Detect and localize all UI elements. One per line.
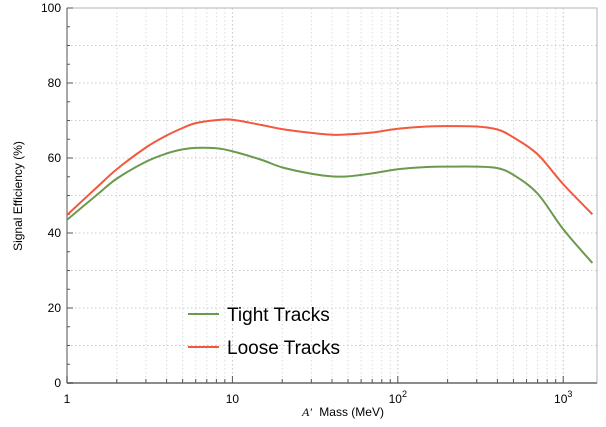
y-tick-label: 0 bbox=[54, 376, 61, 390]
x-tick-base: 10 bbox=[389, 392, 403, 406]
x-tick-base: 1 bbox=[64, 392, 71, 406]
x-axis-label: A' Mass (MeV) bbox=[301, 405, 384, 419]
y-tick-label: 100 bbox=[41, 1, 61, 15]
x-axis-symbol: A' bbox=[301, 405, 312, 419]
legend-label: Loose Tracks bbox=[227, 338, 340, 359]
series-lines bbox=[66, 118, 594, 264]
x-tick-label: 103 bbox=[554, 389, 572, 406]
x-tick-label: 1 bbox=[64, 392, 71, 406]
x-tick-exponent: 3 bbox=[567, 389, 572, 399]
y-tick-label: 40 bbox=[48, 226, 62, 240]
x-tick-base: 10 bbox=[554, 392, 568, 406]
y-axis-label: Signal Efficiency (%) bbox=[11, 141, 25, 251]
x-axis-text: Mass (MeV) bbox=[319, 405, 384, 419]
x-tick-exponent: 2 bbox=[402, 389, 407, 399]
y-tick-label: 80 bbox=[48, 76, 62, 90]
x-tick-label: 10 bbox=[226, 392, 240, 406]
x-tick-label: 102 bbox=[389, 389, 407, 406]
legend-label: Tight Tracks bbox=[227, 305, 330, 326]
series-line-tight-tracks bbox=[66, 146, 594, 264]
series-line-loose-tracks bbox=[66, 118, 594, 216]
y-tick-label: 20 bbox=[48, 301, 62, 315]
legend: Tight Tracks Loose Tracks bbox=[188, 305, 340, 359]
y-tick-label: 60 bbox=[48, 151, 62, 165]
x-tick-base: 10 bbox=[226, 392, 240, 406]
